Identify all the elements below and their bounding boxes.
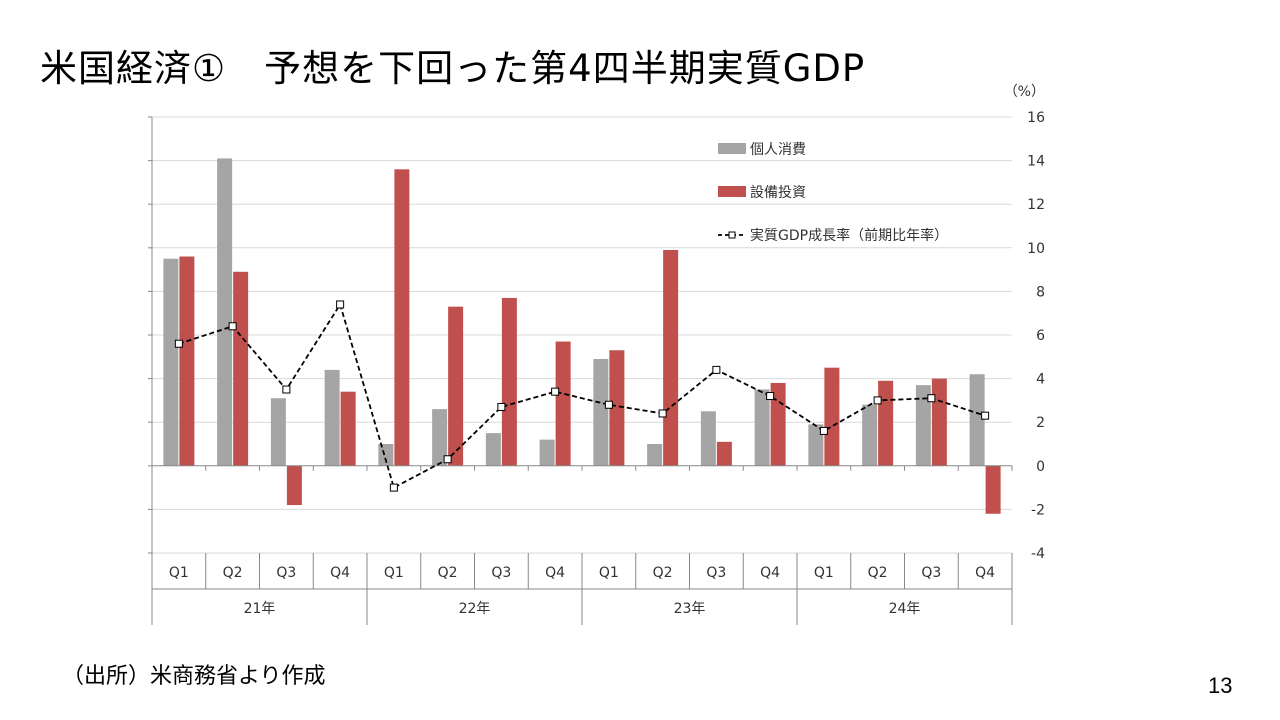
bar-investment [340,391,356,466]
bar-consumption [915,385,931,466]
x-tick-label: Q4 [545,565,565,581]
x-group-label: 23年 [674,601,706,617]
bar-investment [609,350,625,466]
gdp-growth-line [178,302,986,489]
gdp-growth-marker [174,339,183,348]
x-tick-label: Q4 [760,565,780,581]
bar-investment [501,297,517,466]
x-tick-label: Q3 [276,565,296,581]
gdp-growth-marker [551,387,560,396]
y-tick-label: -4 [1031,546,1045,562]
bar-investment [233,271,249,466]
bar-consumption [754,389,770,466]
y-tick-label: 10 [1027,241,1045,257]
y-tick-label: 16 [1027,110,1045,126]
bar-consumption [808,424,824,466]
x-tick-label: Q3 [706,565,726,581]
legend-swatch-investment [718,186,746,197]
bar-investment [555,341,571,466]
bar-consumption [270,398,286,466]
bar-investment [931,378,947,466]
gdp-growth-marker [443,455,452,464]
legend-label-gdp: 実質GDP成長率（前期比年率） [750,227,948,244]
bar-investment [716,441,732,466]
gdp-growth-marker [819,426,828,435]
x-tick-label: Q2 [223,565,243,581]
x-tick-label: Q2 [868,565,888,581]
gdp-growth-marker [658,409,667,418]
gdp-growth-marker [336,300,345,309]
legend-marker-gdp [728,231,736,239]
gdp-growth-marker [604,400,613,409]
gdp-growth-marker [766,392,775,401]
y-tick-label: 12 [1027,197,1045,213]
bar-consumption [378,444,394,466]
x-tick-label: Q1 [384,565,404,581]
bar-investment [663,249,679,466]
source-note: （出所）米商務省より作成 [62,664,326,689]
bar-investment [394,169,410,466]
x-tick-label: Q4 [975,565,995,581]
y-tick-label: 6 [1036,328,1045,344]
x-tick-label: Q3 [491,565,511,581]
x-group-label: 24年 [889,601,921,617]
y-tick-label: 0 [1036,459,1045,475]
x-tick-label: Q3 [921,565,941,581]
y-tick-label: 4 [1036,372,1045,388]
legend-swatch-consumption [718,143,746,154]
bar-consumption [485,433,501,466]
bar-consumption [432,409,448,466]
unit-label: （%） [1004,84,1045,100]
gdp-growth-marker [712,365,721,374]
x-tick-label: Q1 [814,565,834,581]
y-tick-label: 2 [1036,415,1045,431]
bar-consumption [593,358,609,466]
bar-consumption [217,158,233,466]
bar-consumption [324,369,340,466]
x-tick-label: Q1 [599,565,619,581]
bar-consumption [862,404,878,466]
legend-label-investment: 設備投資 [750,185,806,201]
bar-investment [286,465,302,506]
y-tick-label: 14 [1027,154,1045,170]
gdp-growth-marker [927,394,936,403]
bar-investment [824,367,840,466]
bar-consumption [647,444,663,466]
bar-consumption [163,258,179,466]
gdp-growth-marker [389,483,398,492]
slide-title: 米国経済① 予想を下回った第4四半期実質GDP [40,47,866,90]
bar-investment [448,306,464,466]
legend-label-consumption: 個人消費 [750,142,806,158]
gdp-growth-marker [873,396,882,405]
bar-consumption [969,374,985,466]
bar-consumption [539,439,555,466]
bar-investment [985,465,1001,514]
gdp-growth-marker [981,411,990,420]
x-tick-label: Q2 [438,565,458,581]
gdp-growth-marker [282,385,291,394]
y-tick-label: -2 [1031,502,1045,518]
gdp-growth-marker [228,322,237,331]
page-number: 13 [1208,673,1233,698]
gdp-growth-marker [497,402,506,411]
x-group-label: 21年 [244,601,276,617]
x-tick-label: Q4 [330,565,350,581]
bar-investment [878,380,894,466]
bar-consumption [700,411,716,466]
y-tick-label: 8 [1036,284,1045,300]
x-group-label: 22年 [459,601,491,617]
bar-investment [179,256,195,466]
x-tick-label: Q1 [169,565,189,581]
x-tick-label: Q2 [653,565,673,581]
